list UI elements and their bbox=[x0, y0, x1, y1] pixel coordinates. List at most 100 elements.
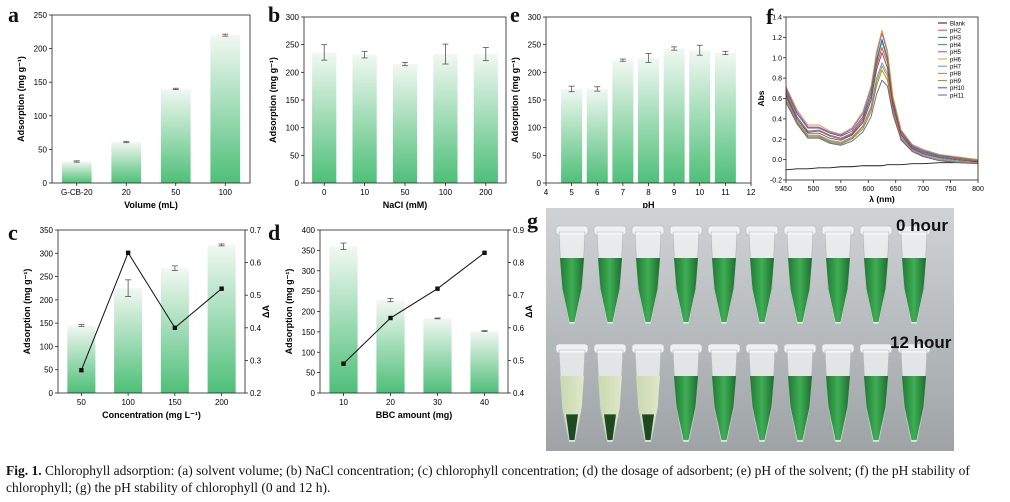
xtick-label-e-6: 6 bbox=[595, 188, 600, 197]
tube-liquid bbox=[750, 258, 774, 322]
delta-point-c-3 bbox=[219, 286, 224, 291]
xtick-label-e-10: 10 bbox=[695, 188, 704, 197]
bar-e-3 bbox=[637, 57, 660, 183]
ytick-label-c-100: 100 bbox=[40, 342, 54, 351]
chart-d-dosage: 0 50 100 150 200 250 300 350 400 10 20 30 40 BBC amou… bbox=[284, 226, 534, 420]
spectrum-line-pH7 bbox=[785, 62, 979, 164]
ylabel-a: Adsorption (mg g⁻¹) bbox=[16, 56, 26, 142]
legend-label-pH5: pH5 bbox=[950, 50, 962, 56]
chart-c-concentration: 0 50 100 150 200 250 300 350 50 100 150 200 Concentr… bbox=[22, 226, 270, 420]
panel-letter-a: a bbox=[8, 2, 19, 27]
bar-e-2 bbox=[612, 60, 634, 183]
ytick-label-d-350: 350 bbox=[302, 246, 316, 255]
xtick-label-b-1: 10 bbox=[360, 188, 369, 197]
panel-letter-c: c bbox=[8, 220, 18, 245]
legend-label-pH3: pH3 bbox=[950, 36, 962, 42]
chart-f-spectra: -0.2 0.0 0.2 0.4 0.6 0.8 1.0 1.2 1.4 450 500 550 600… bbox=[756, 15, 984, 205]
spectrum-line-pH3 bbox=[785, 38, 979, 161]
spectrum-line-pH10 bbox=[785, 52, 979, 163]
tube-liquid bbox=[712, 258, 736, 322]
tube-liquid bbox=[788, 376, 812, 440]
xtick-label-b-0: 0 bbox=[322, 188, 327, 197]
xtick-label-f-450: 450 bbox=[780, 186, 792, 193]
tube-liquid bbox=[902, 376, 926, 440]
ytick-label-f-1.2: 1.2 bbox=[772, 35, 782, 42]
ytick-label-d-250: 250 bbox=[302, 287, 316, 296]
panel-letter-d: d bbox=[268, 220, 281, 245]
tube-liquid bbox=[750, 376, 774, 440]
tube-liquid bbox=[864, 376, 888, 440]
y2tick-label-c-0.3: 0.3 bbox=[250, 356, 262, 365]
xtick-label-b-2: 50 bbox=[401, 188, 410, 197]
ytick-label-f-1: 1.0 bbox=[772, 55, 782, 62]
ytick-label-b-0: 0 bbox=[295, 179, 300, 188]
photo-tubes: 0 hour 12 hour bbox=[546, 208, 954, 451]
tubes-illustration bbox=[546, 208, 954, 451]
delta-line-d bbox=[343, 252, 485, 365]
ytick-label-c-250: 250 bbox=[40, 273, 54, 282]
bar-b-2 bbox=[392, 64, 418, 183]
y2tick-label-d-0.9: 0.9 bbox=[513, 226, 525, 235]
y2tick-label-c-0.7: 0.7 bbox=[250, 226, 262, 235]
panel-letter-e: e bbox=[510, 2, 520, 27]
y2tick-label-c-0.4: 0.4 bbox=[250, 324, 262, 333]
legend-label-pH6: pH6 bbox=[950, 57, 962, 63]
xtick-label-a-0: G-CB-20 bbox=[61, 188, 93, 197]
xtick-label-f-500: 500 bbox=[808, 186, 820, 193]
tube-sediment bbox=[566, 414, 578, 440]
xtick-label-d-1: 20 bbox=[386, 398, 395, 407]
ytick-label-a-0: 0 bbox=[43, 179, 48, 188]
caption-text: Chlorophyll adsorption: (a) solvent volu… bbox=[6, 463, 970, 495]
bar-b-1 bbox=[352, 54, 377, 184]
bar-e-6 bbox=[714, 52, 736, 183]
xtick-label-f-800: 800 bbox=[972, 186, 984, 193]
tube-liquid bbox=[788, 258, 812, 322]
y2label-d: ΔA bbox=[524, 305, 534, 318]
y2tick-label-d-0.5: 0.5 bbox=[513, 356, 525, 365]
bar-c-0 bbox=[67, 325, 96, 393]
tube-liquid-precipitated bbox=[598, 376, 622, 440]
xtick-label-e-4: 4 bbox=[544, 188, 549, 197]
ytick-label-f-0.8: 0.8 bbox=[772, 76, 782, 83]
ytick-label-b-200: 200 bbox=[286, 68, 300, 77]
ytick-label-c-0: 0 bbox=[49, 389, 54, 398]
xlabel-d: BBC amount (mg) bbox=[376, 410, 453, 420]
tube-liquid-precipitated bbox=[560, 376, 584, 440]
ytick-label-b-300: 300 bbox=[286, 13, 300, 22]
ytick-label-b-100: 100 bbox=[286, 124, 300, 133]
ytick-label-d-200: 200 bbox=[302, 308, 316, 317]
tube-liquid bbox=[598, 258, 622, 322]
xtick-label-d-3: 40 bbox=[480, 398, 489, 407]
y2tick-label-c-0.5: 0.5 bbox=[250, 291, 262, 300]
xtick-label-b-3: 100 bbox=[439, 188, 453, 197]
tube-liquid bbox=[560, 258, 584, 322]
bar-c-1 bbox=[114, 288, 143, 393]
xtick-label-e-8: 8 bbox=[646, 188, 651, 197]
ytick-label-a-50: 50 bbox=[38, 145, 47, 154]
spectrum-line-pH4 bbox=[785, 41, 979, 162]
delta-line-c bbox=[80, 251, 222, 371]
ylabel-f: Abs bbox=[756, 90, 766, 106]
tube-liquid-precipitated bbox=[636, 376, 660, 440]
y2label-c: ΔA bbox=[261, 305, 270, 318]
ytick-label-e-250: 250 bbox=[528, 41, 542, 50]
y2tick-label-d-0.7: 0.7 bbox=[513, 291, 525, 300]
ytick-label-d-0: 0 bbox=[311, 389, 316, 398]
bar-e-0 bbox=[561, 88, 583, 183]
xtick-label-c-0: 50 bbox=[77, 398, 86, 407]
ytick-label-f-0: 0.0 bbox=[772, 157, 782, 164]
xtick-label-e-5: 5 bbox=[569, 188, 574, 197]
xtick-label-e-7: 7 bbox=[621, 188, 626, 197]
ylabel-d: Adsorption (mg g⁻¹) bbox=[284, 269, 294, 355]
label-0-hour: 0 hour bbox=[896, 216, 948, 235]
delta-point-c-1 bbox=[125, 250, 131, 256]
bar-b-4 bbox=[473, 54, 498, 183]
axes-frame-c bbox=[57, 229, 246, 394]
y2tick-label-d-0.8: 0.8 bbox=[513, 259, 525, 268]
xtick-label-a-1: 20 bbox=[122, 188, 131, 197]
xtick-label-a-2: 50 bbox=[171, 188, 180, 197]
chart-b-nacl: 0 50 100 150 200 250 300 0 10 50 100 200 NaCl (mM) Ad… bbox=[268, 13, 507, 210]
y2tick-label-c-0.6: 0.6 bbox=[250, 259, 262, 268]
bar-e-4 bbox=[663, 48, 685, 183]
xtick-label-d-2: 30 bbox=[433, 398, 442, 407]
